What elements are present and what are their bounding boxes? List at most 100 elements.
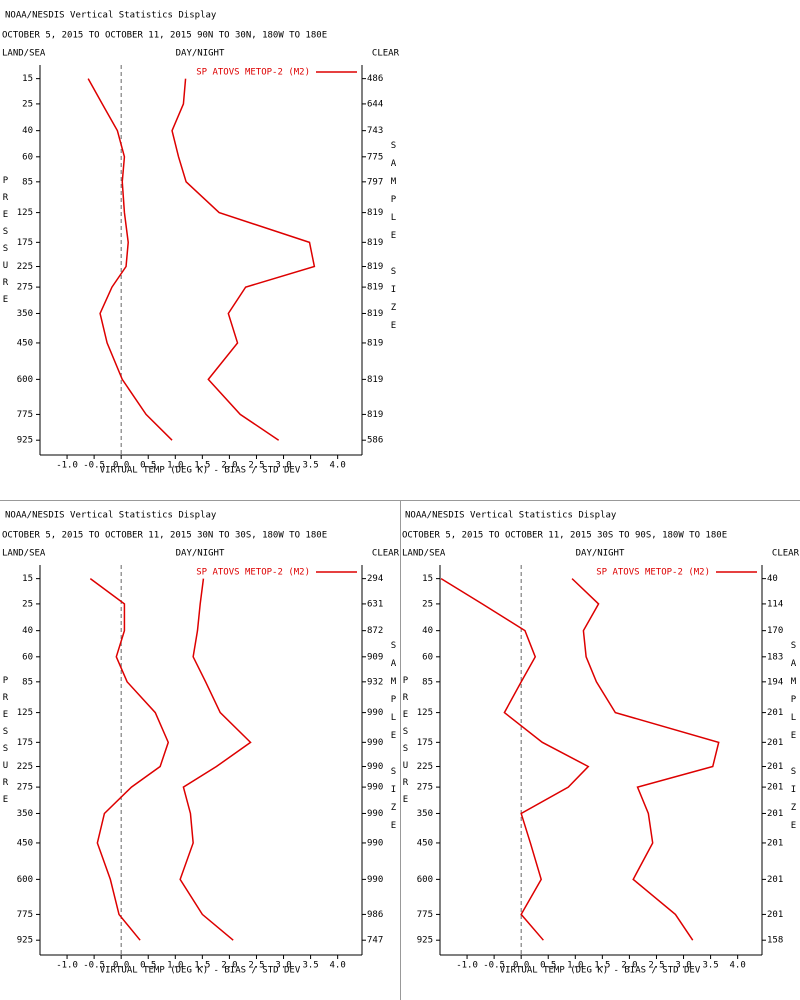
sample-size-label: 990 xyxy=(367,708,383,718)
x-tick-label: -1.0 xyxy=(456,961,478,971)
day-night-label: DAY/NIGHT xyxy=(176,49,225,59)
y-tick-label: 275 xyxy=(17,783,33,793)
sample-size-label: 747 xyxy=(367,936,383,946)
sample-size-label: 114 xyxy=(767,599,783,609)
sample-size-label: 990 xyxy=(367,875,383,885)
land-sea-label: LAND/SEA xyxy=(2,49,46,59)
y-tick-label: 275 xyxy=(417,783,433,793)
y-tick-label: 125 xyxy=(17,208,33,218)
sample-size-label: 819 xyxy=(367,309,383,319)
y-tick-label: 600 xyxy=(17,875,33,885)
y-tick-label: 350 xyxy=(417,809,433,819)
x-tick-label: -0.5 xyxy=(483,961,505,971)
profile-line xyxy=(87,78,173,441)
y-tick-label: 15 xyxy=(22,574,33,584)
x-axis-label: VIRTUAL TEMP (DEG K) - BIAS / STD DEV xyxy=(100,966,301,976)
legend-label: SP ATOVS METOP-2 (M2) xyxy=(596,568,710,578)
y-tick-label: 85 xyxy=(22,677,33,687)
x-tick-label: 3.5 xyxy=(302,461,318,471)
clear-label: CLEAR xyxy=(372,49,400,59)
chart-subtitle: OCTOBER 5, 2015 TO OCTOBER 11, 2015 30S … xyxy=(402,531,727,541)
y-tick-label: 40 xyxy=(422,626,433,636)
x-tick-label: 0.5 xyxy=(140,461,156,471)
y-tick-label: 275 xyxy=(17,283,33,293)
y-tick-label: 85 xyxy=(422,677,433,687)
sample-size-label: 819 xyxy=(367,238,383,248)
sample-size-label: 631 xyxy=(367,599,383,609)
land-sea-label: LAND/SEA xyxy=(402,549,446,559)
sample-size-label: 819 xyxy=(367,283,383,293)
y-tick-label: 60 xyxy=(22,652,33,662)
x-tick-label: 0.5 xyxy=(540,961,556,971)
legend-label: SP ATOVS METOP-2 (M2) xyxy=(196,568,310,578)
y-tick-label: 175 xyxy=(17,238,33,248)
profile-line xyxy=(89,578,170,941)
y-tick-label: 15 xyxy=(422,574,433,584)
sample-size-label: 40 xyxy=(767,574,778,584)
x-tick-label: 1.0 xyxy=(167,961,183,971)
chart-title: NOAA/NESDIS Vertical Statistics Display xyxy=(405,511,617,521)
x-tick-label: -0.5 xyxy=(83,961,105,971)
chart-title: NOAA/NESDIS Vertical Statistics Display xyxy=(5,11,217,21)
sample-size-label: 819 xyxy=(367,375,383,385)
sample-size-label: 990 xyxy=(367,783,383,793)
x-axis-label: VIRTUAL TEMP (DEG K) - BIAS / STD DEV xyxy=(100,466,301,476)
x-tick-label: 2.0 xyxy=(221,461,237,471)
x-tick-label: 1.5 xyxy=(194,461,210,471)
x-tick-label: 2.5 xyxy=(248,461,264,471)
y-tick-label: 350 xyxy=(17,809,33,819)
y-tick-label: 775 xyxy=(417,910,433,920)
clear-label: CLEAR xyxy=(372,549,400,559)
sample-size-label: 201 xyxy=(767,838,783,848)
sample-size-label: 201 xyxy=(767,762,783,772)
x-tick-label: 4.0 xyxy=(730,961,746,971)
x-tick-label: 2.5 xyxy=(648,961,664,971)
clear-label: CLEAR xyxy=(772,549,800,559)
chart-panel: NOAA/NESDIS Vertical Statistics Display O… xyxy=(401,511,800,976)
sample-size-label: 201 xyxy=(767,809,783,819)
sample-size-label: 201 xyxy=(767,910,783,920)
x-tick-label: 0.0 xyxy=(113,461,129,471)
legend-label: SP ATOVS METOP-2 (M2) xyxy=(196,68,310,78)
x-tick-label: -0.5 xyxy=(83,461,105,471)
y2-axis-label: SAMPLE SIZE xyxy=(389,141,399,339)
sample-size-label: 201 xyxy=(767,875,783,885)
y-tick-label: 450 xyxy=(17,338,33,348)
chart-subtitle: OCTOBER 5, 2015 TO OCTOBER 11, 2015 30N … xyxy=(2,531,327,541)
y-tick-label: 25 xyxy=(22,599,33,609)
y-tick-label: 600 xyxy=(17,375,33,385)
sample-size-label: 644 xyxy=(367,99,383,109)
y-tick-label: 125 xyxy=(417,708,433,718)
sample-size-label: 909 xyxy=(367,652,383,662)
x-tick-label: 2.0 xyxy=(221,961,237,971)
y-tick-label: 225 xyxy=(17,762,33,772)
y-tick-label: 925 xyxy=(17,936,33,946)
y-tick-label: 775 xyxy=(17,410,33,420)
y-tick-label: 450 xyxy=(417,838,433,848)
sample-size-label: 775 xyxy=(367,152,383,162)
x-tick-label: 1.0 xyxy=(167,461,183,471)
y-tick-label: 925 xyxy=(17,436,33,446)
sample-size-label: 201 xyxy=(767,783,783,793)
y-tick-label: 350 xyxy=(17,309,33,319)
x-tick-label: 4.0 xyxy=(330,461,346,471)
x-tick-label: 2.0 xyxy=(621,961,637,971)
x-tick-label: 4.0 xyxy=(330,961,346,971)
x-tick-label: 1.0 xyxy=(567,961,583,971)
sample-size-label: 158 xyxy=(767,936,783,946)
profile-line xyxy=(179,578,252,941)
sample-size-label: 797 xyxy=(367,177,383,187)
chart-panel: NOAA/NESDIS Vertical Statistics Display O… xyxy=(1,11,400,476)
y-tick-label: 175 xyxy=(17,738,33,748)
y-tick-label: 775 xyxy=(17,910,33,920)
sample-size-label: 819 xyxy=(367,262,383,272)
day-night-label: DAY/NIGHT xyxy=(176,549,225,559)
sample-size-label: 194 xyxy=(767,677,783,687)
x-tick-label: 3.0 xyxy=(675,961,691,971)
y-tick-label: 25 xyxy=(22,99,33,109)
x-tick-label: 3.0 xyxy=(275,461,291,471)
x-tick-label: 3.5 xyxy=(302,961,318,971)
y-tick-label: 15 xyxy=(22,74,33,84)
sample-size-label: 486 xyxy=(367,74,383,84)
sample-size-label: 990 xyxy=(367,738,383,748)
